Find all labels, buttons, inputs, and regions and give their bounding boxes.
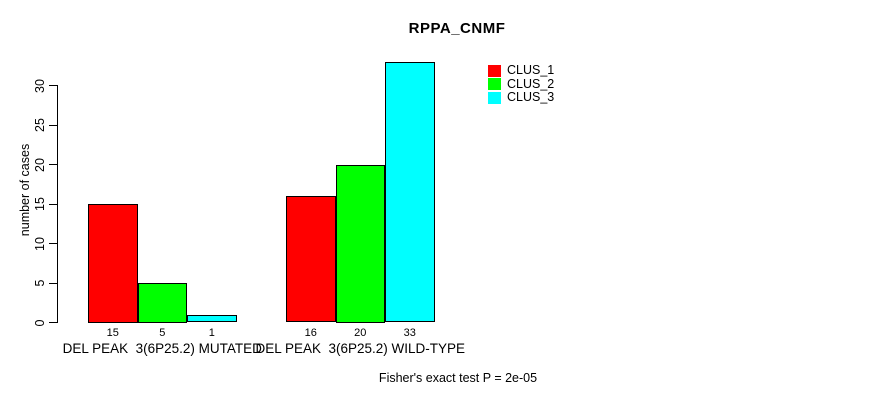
bar-value-label: 15 <box>106 327 119 339</box>
legend-label: CLUS_2 <box>507 76 555 91</box>
legend-item-clus_1: CLUS_1 <box>488 64 554 78</box>
y-tick-label: 20 <box>33 157 47 172</box>
bar-value-label: 5 <box>159 327 166 339</box>
legend-item-clus_3: CLUS_3 <box>488 91 554 105</box>
legend-label: CLUS_3 <box>507 90 555 105</box>
y-tick-label: 25 <box>33 118 47 132</box>
bar-clus_2-group1 <box>137 283 187 323</box>
bar-clus_2-group2 <box>335 164 385 323</box>
bar-value-label: 20 <box>354 327 367 339</box>
legend-item-clus_2: CLUS_2 <box>488 76 555 92</box>
y-tick-mark <box>49 322 57 323</box>
bar-clus_3-group2 <box>385 61 435 323</box>
y-tick-label: 10 <box>33 236 47 251</box>
bar-clus_1-group1 <box>88 204 138 323</box>
y-axis-title: number of cases <box>18 143 32 237</box>
y-tick-mark <box>49 124 57 126</box>
legend-swatch-icon <box>488 78 501 91</box>
chart-title: RPPA_CNMF <box>408 20 506 37</box>
category-label: DEL PEAK 3(6P25.2) MUTATED <box>62 341 262 356</box>
y-tick-mark <box>49 243 57 244</box>
bar-value-label: 16 <box>304 327 317 339</box>
y-tick-label: 5 <box>33 279 47 287</box>
bar-value-label: 1 <box>208 327 215 339</box>
legend: CLUS_1 CLUS_2 CLUS_3 <box>488 64 554 105</box>
legend-label: CLUS_1 <box>507 63 555 78</box>
bar-clus_1-group2 <box>286 196 336 323</box>
legend-swatch-icon <box>488 91 501 104</box>
y-tick-label: 0 <box>33 319 47 326</box>
y-tick-label: 30 <box>33 78 47 93</box>
y-tick-mark <box>49 282 57 284</box>
y-tick-mark <box>49 203 57 205</box>
y-axis-line <box>57 85 58 323</box>
y-tick-label: 15 <box>33 197 47 211</box>
bar-value-label: 33 <box>403 327 416 339</box>
legend-swatch-icon <box>488 64 501 77</box>
bar-clus_3-group1 <box>187 314 237 323</box>
y-tick-mark <box>49 164 57 165</box>
category-label: DEL PEAK 3(6P25.2) WILD-TYPE <box>255 341 466 356</box>
y-tick-mark <box>49 85 57 86</box>
fisher-test-annotation: Fisher's exact test P = 2e-05 <box>378 371 538 385</box>
